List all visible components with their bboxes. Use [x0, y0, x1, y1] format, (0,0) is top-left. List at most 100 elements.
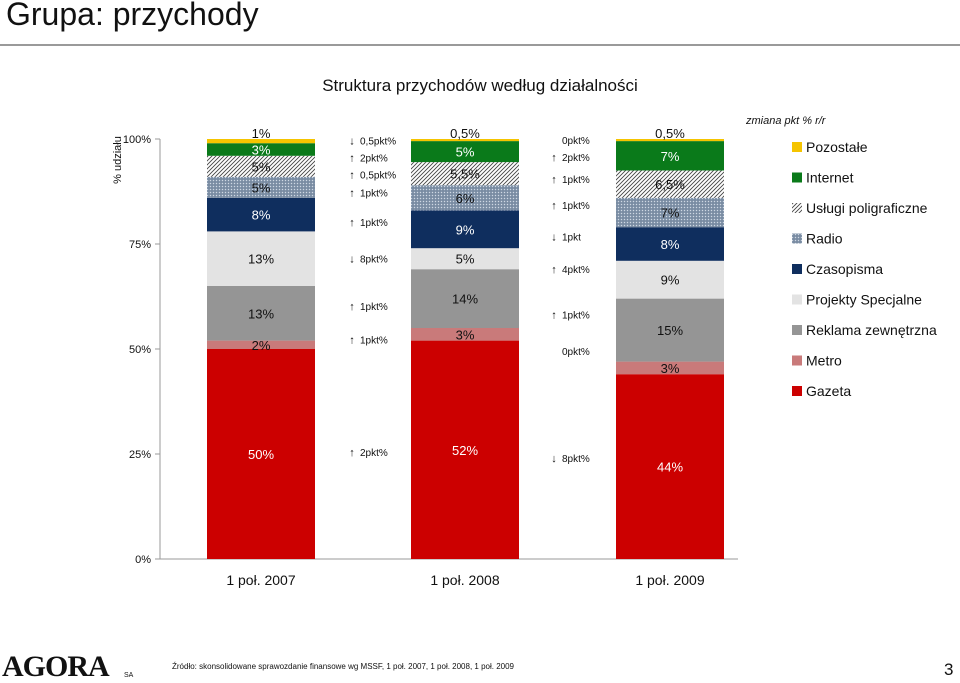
change-annotation: ↓ 1pkt	[551, 232, 581, 244]
change-annotation: ↓ 8pkt%	[551, 453, 590, 465]
legend-label: Usługi poligraficzne	[806, 200, 928, 216]
data-label: 15%	[657, 323, 683, 338]
change-label: 2pkt%	[360, 154, 388, 165]
change-label: 1pkt%	[360, 218, 388, 229]
data-label: 8%	[661, 237, 680, 252]
legend-swatch	[792, 264, 802, 274]
change-annotation: ↑ 1pkt%	[551, 200, 590, 212]
change-annotation: ↓ 8pkt%	[349, 254, 388, 266]
bar-segment	[411, 340, 519, 559]
y-tick-label: 75%	[129, 239, 151, 251]
data-label: 5,5%	[450, 167, 480, 182]
change-label: 0,5pkt%	[360, 137, 396, 148]
bar-segment	[411, 269, 519, 328]
data-label: 13%	[248, 252, 274, 267]
bar-segment	[207, 286, 315, 341]
change-annotation: 0pkt%	[562, 136, 590, 147]
svg-text:AGORA: AGORA	[2, 650, 110, 682]
change-label: 2pkt%	[360, 448, 388, 459]
change-annotation: ↑ 0,5pkt%	[349, 170, 396, 182]
arrow-up-icon: ↑	[551, 309, 557, 321]
change-label: 2pkt%	[562, 153, 590, 164]
bar-segment	[616, 298, 724, 362]
change-label: 8pkt%	[562, 454, 590, 465]
arrow-up-icon: ↑	[349, 153, 355, 165]
legend-item: Radio	[792, 231, 843, 247]
agora-logo: AGORA SA	[2, 650, 134, 682]
data-label: 8%	[252, 208, 271, 223]
change-annotation: ↑ 1pkt%	[349, 188, 388, 200]
bar-segment	[207, 143, 315, 156]
legend-title: zmiana pkt % r/r	[745, 115, 827, 127]
y-axis-title: % udziału	[112, 136, 124, 184]
change-annotation: ↑ 1pkt%	[349, 335, 388, 347]
arrow-up-icon: ↑	[349, 217, 355, 229]
bar-segment	[616, 374, 724, 559]
bar-segment	[616, 141, 724, 171]
legend-swatch	[792, 386, 802, 396]
bar-segment	[207, 340, 315, 349]
data-label: 3%	[456, 327, 475, 342]
bar-segment	[207, 231, 315, 286]
data-label: 3%	[252, 143, 271, 158]
data-label: 6,5%	[655, 177, 685, 192]
legend-label: Radio	[806, 231, 843, 247]
data-label: 5%	[252, 159, 271, 174]
change-annotation: 0pkt%	[562, 347, 590, 358]
bar-segment	[207, 176, 315, 198]
change-label: 0pkt%	[562, 136, 590, 147]
legend-item: Czasopisma	[792, 261, 883, 277]
bar-segment	[207, 155, 315, 177]
change-label: 1pkt%	[562, 175, 590, 186]
legend-swatch	[792, 294, 802, 305]
bar-segment	[411, 248, 519, 270]
data-label: 0,5%	[450, 126, 480, 141]
arrow-down-icon: ↓	[349, 254, 355, 266]
change-label: 8pkt%	[360, 255, 388, 266]
bar-segment	[411, 162, 519, 186]
arrow-down-icon: ↓	[551, 453, 557, 465]
legend-swatch	[792, 142, 802, 152]
arrow-down-icon: ↓	[349, 136, 355, 148]
data-label: 52%	[452, 443, 478, 458]
data-label: 7%	[661, 149, 680, 164]
bar-segment	[207, 349, 315, 559]
legend-swatch	[792, 233, 802, 244]
y-tick-label: 25%	[129, 449, 151, 461]
bar-segment	[207, 139, 315, 144]
data-label: 7%	[661, 206, 680, 221]
legend-item: Gazeta	[792, 383, 851, 399]
change-label: 0,5pkt%	[360, 171, 396, 182]
legend-swatch	[792, 203, 802, 213]
data-label: 2%	[252, 338, 271, 353]
change-annotation: ↑ 2pkt%	[349, 447, 388, 459]
bar-segment	[411, 210, 519, 249]
legend-label: Gazeta	[806, 383, 851, 399]
legend-item: Reklama zewnętrzna	[792, 322, 937, 338]
legend-item: Metro	[792, 353, 842, 369]
legend-label: Reklama zewnętrzna	[806, 322, 937, 338]
data-label: 50%	[248, 447, 274, 462]
legend-label: Metro	[806, 353, 842, 369]
arrow-up-icon: ↑	[349, 301, 355, 313]
legend-swatch	[792, 355, 802, 366]
x-tick-label: 1 poł. 2009	[635, 572, 704, 588]
arrow-up-icon: ↑	[551, 152, 557, 164]
bar-segment	[207, 197, 315, 232]
bar-segment	[616, 139, 724, 142]
arrow-down-icon: ↓	[551, 232, 557, 244]
bar-segment	[411, 141, 519, 163]
page-title: Grupa: przychody	[6, 0, 259, 32]
change-annotation: ↑ 2pkt%	[551, 152, 590, 164]
data-label: 9%	[456, 222, 475, 237]
data-label: 5%	[252, 180, 271, 195]
arrow-up-icon: ↑	[551, 200, 557, 212]
bar-segment	[411, 139, 519, 142]
bar-segment	[616, 361, 724, 375]
data-label: 6%	[456, 191, 475, 206]
data-label: 5%	[456, 145, 475, 160]
legend-swatch	[792, 325, 802, 335]
data-label: 5%	[456, 252, 475, 267]
change-label: 0pkt%	[562, 347, 590, 358]
legend-item: Pozostałe	[792, 139, 868, 155]
